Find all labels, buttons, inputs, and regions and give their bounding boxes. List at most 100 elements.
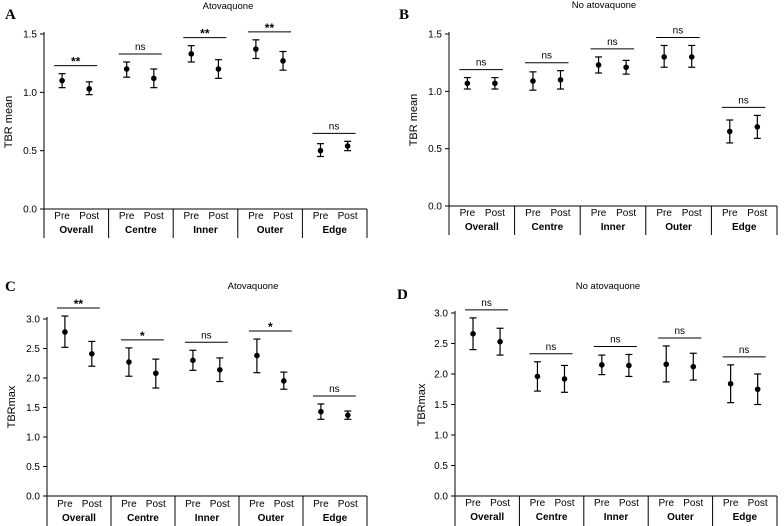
data-point-pre [595, 62, 602, 68]
category-label: Post [616, 208, 636, 219]
group-centre: Pre Post Centre ns [118, 42, 174, 238]
chart-title: Atovaquone [203, 1, 254, 12]
data-point-pre [126, 359, 132, 365]
panel-letter: B [399, 7, 409, 23]
significance-label: * [268, 320, 273, 334]
group-label: Centre [536, 512, 568, 523]
data-point-pre [534, 373, 541, 380]
category-label: Pre [119, 211, 135, 222]
significance-label: ns [135, 42, 146, 53]
group-inner: Pre Post Inner ns [184, 330, 240, 526]
group-outer: Pre Post Outer ns [656, 25, 712, 235]
category-label: Pre [248, 211, 264, 222]
group-centre: Pre Post Centre * [120, 329, 176, 526]
category-label: Pre [185, 499, 201, 510]
category-label: Post [210, 499, 230, 510]
y-tick-label: 0.5 [26, 462, 40, 473]
group-centre: Pre Post Centre ns [529, 342, 585, 526]
category-label: Pre [465, 498, 481, 509]
significance-label: ** [200, 27, 210, 41]
data-point-pre [599, 362, 605, 368]
y-tick-label: 0.0 [26, 492, 40, 503]
data-point-pre [727, 380, 734, 387]
data-point-pre [253, 46, 259, 52]
data-point-post [492, 80, 498, 87]
category-label: Pre [723, 498, 739, 509]
y-axis-label: TBR mean [3, 96, 15, 149]
significance-label: ns [607, 37, 618, 48]
chart-panel-a: A Atovaquone TBR mean 0.0 0.5 1.0 1.5 Pre Post Ov… [3, 1, 368, 238]
category-label: Pre [656, 208, 672, 219]
group-edge: Pre Post Edge ns [721, 95, 778, 235]
category-label: Pre [249, 499, 265, 510]
group-label: Outer [667, 512, 694, 523]
category-label: Post [619, 498, 639, 509]
category-label: Pre [530, 498, 546, 509]
data-point-post [215, 66, 222, 72]
data-point-post [281, 378, 287, 384]
y-tick-label: 0.5 [23, 146, 37, 157]
y-tick-label: 0.0 [428, 202, 442, 213]
data-point-pre [123, 66, 130, 72]
group-inner: Pre Post Inner ns [590, 37, 647, 235]
data-point-pre [530, 78, 536, 84]
y-axis-label: TBRmax [6, 385, 18, 428]
y-tick-label: 2.0 [434, 370, 448, 381]
chart-title: No atovaquone [576, 281, 640, 292]
y-tick-label: 1.0 [428, 87, 442, 98]
data-point-pre [726, 128, 733, 135]
panel-letter: A [5, 7, 16, 23]
y-tick-label: 1.5 [26, 403, 40, 414]
significance-label: ns [329, 384, 340, 395]
category-label: Pre [57, 499, 73, 510]
category-label: Post [274, 499, 294, 510]
category-label: Post [208, 211, 228, 222]
category-label: Pre [460, 208, 476, 219]
y-tick-label: 1.0 [434, 431, 448, 442]
data-point-pre [59, 77, 65, 84]
category-label: Pre [313, 211, 329, 222]
y-tick-label: 1.5 [23, 30, 37, 41]
data-point-post [280, 58, 286, 64]
y-tick-label: 2.5 [434, 339, 448, 350]
category-label: Post [82, 499, 102, 510]
group-label: Outer [257, 225, 284, 236]
data-point-post [89, 351, 95, 357]
group-label: Overall [470, 512, 504, 523]
category-label: Pre [313, 499, 329, 510]
y-tick-label: 0.5 [434, 461, 448, 472]
y-axis-label: TBRmax [416, 383, 428, 426]
data-point-pre [190, 357, 196, 364]
data-point-pre [317, 147, 324, 154]
significance-label: * [140, 329, 145, 343]
significance-label: ** [265, 21, 275, 35]
category-label: Post [748, 498, 768, 509]
category-label: Post [551, 208, 571, 219]
y-tick-label: 1.0 [26, 433, 40, 444]
group-label: Edge [323, 513, 348, 524]
y-tick-label: 0.5 [428, 144, 442, 155]
category-label: Post [683, 498, 703, 509]
data-point-post [690, 363, 697, 370]
y-tick-label: 0.0 [23, 205, 37, 216]
category-label: Post [747, 208, 767, 219]
data-point-pre [62, 329, 68, 335]
data-point-post [345, 412, 351, 418]
significance-label: ns [546, 342, 557, 353]
category-label: Pre [594, 498, 610, 509]
y-tick-label: 3.0 [434, 309, 448, 320]
group-label: Edge [732, 222, 757, 233]
data-point-pre [464, 80, 471, 87]
data-point-post [557, 77, 564, 83]
group-label: Outer [665, 222, 692, 233]
group-edge: Pre Post Edge ns [312, 384, 368, 526]
group-label: Edge [733, 512, 758, 523]
category-label: Pre [184, 211, 200, 222]
group-inner: Pre Post Inner ns [593, 334, 649, 526]
category-label: Post [273, 211, 293, 222]
significance-label: ns [476, 58, 487, 69]
data-point-post [151, 75, 157, 82]
y-tick-label: 1.0 [23, 88, 37, 99]
group-outer: Pre Post Outer ** [247, 21, 303, 238]
data-point-pre [188, 51, 195, 57]
